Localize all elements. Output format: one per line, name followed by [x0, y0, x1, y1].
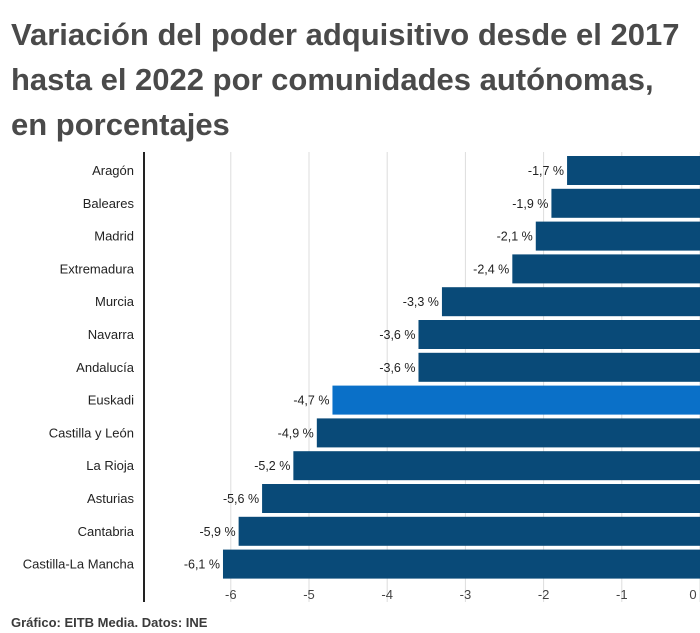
- chart-title: Variación del poder adquisitivo desde el…: [11, 17, 680, 142]
- bar: [512, 254, 700, 284]
- category-label: Andalucía: [76, 360, 135, 375]
- category-label: Madrid: [94, 229, 134, 244]
- category-label: Murcia: [95, 294, 135, 309]
- x-tick-label: -2: [538, 587, 550, 602]
- bar-value-label: -4,7 %: [293, 394, 329, 408]
- category-label: Euskadi: [88, 393, 134, 408]
- bar-value-label: -5,9 %: [199, 525, 235, 539]
- bar: [418, 352, 700, 382]
- bar: [567, 156, 700, 185]
- bar-value-label: -1,9 %: [512, 197, 548, 211]
- bar-value-label: -5,2 %: [254, 459, 290, 473]
- bar-value-label: -2,1 %: [497, 230, 533, 244]
- category-label: Extremadura: [60, 261, 135, 276]
- category-label: Castilla y León: [49, 425, 134, 440]
- bar: [222, 549, 700, 579]
- bar: [262, 484, 700, 513]
- x-tick-label: -1: [616, 587, 628, 602]
- x-tick-label: -4: [381, 587, 393, 602]
- category-label: Cantabria: [78, 524, 135, 539]
- bar: [441, 287, 700, 317]
- bar: [332, 385, 700, 415]
- x-tick-label: 0: [689, 587, 696, 602]
- chart-source-footer: Gráfico: EITB Media. Datos: INE: [11, 615, 208, 630]
- category-label: Asturias: [87, 491, 134, 506]
- bar-value-label: -1,7 %: [528, 164, 564, 178]
- x-tick-label: -3: [460, 587, 472, 602]
- bar: [551, 188, 700, 218]
- x-tick-label: -6: [225, 587, 237, 602]
- category-label: La Rioja: [86, 458, 134, 473]
- bar-value-label: -5,6 %: [223, 492, 259, 506]
- category-label: Baleares: [83, 196, 135, 211]
- bar: [238, 516, 700, 546]
- bar: [535, 221, 700, 251]
- bar: [293, 451, 700, 481]
- bar-value-label: -4,9 %: [278, 426, 314, 440]
- bar-value-label: -3,3 %: [403, 295, 439, 309]
- bar-value-label: -3,6 %: [379, 328, 415, 342]
- bar: [316, 418, 700, 448]
- bar-value-label: -6,1 %: [184, 558, 220, 572]
- category-label: Aragón: [92, 163, 134, 178]
- bar-value-label: -2,4 %: [473, 262, 509, 276]
- bar: [418, 320, 700, 349]
- category-label: Castilla-La Mancha: [23, 557, 135, 572]
- bar-value-label: -3,6 %: [379, 361, 415, 375]
- x-tick-label: -5: [303, 587, 315, 602]
- category-label: Navarra: [88, 327, 135, 342]
